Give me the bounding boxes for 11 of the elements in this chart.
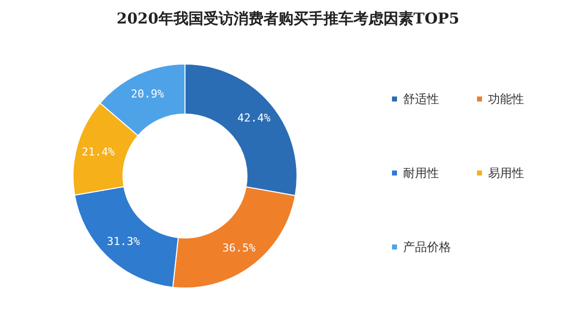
legend-label: 产品价格 — [403, 240, 451, 254]
data-label: 31.3% — [106, 235, 140, 248]
chart-title: 2020年我国受访消费者购买手推车考虑因素TOP5 — [116, 10, 460, 28]
legend-label: 易用性 — [488, 166, 524, 180]
data-label: 21.4% — [82, 146, 116, 159]
data-label: 42.4% — [237, 112, 271, 125]
legend-label: 耐用性 — [403, 166, 439, 180]
data-label: 20.9% — [130, 88, 164, 101]
legend-label: 功能性 — [488, 92, 524, 106]
data-label: 36.5% — [222, 242, 256, 255]
legend-label: 舒适性 — [403, 92, 439, 106]
